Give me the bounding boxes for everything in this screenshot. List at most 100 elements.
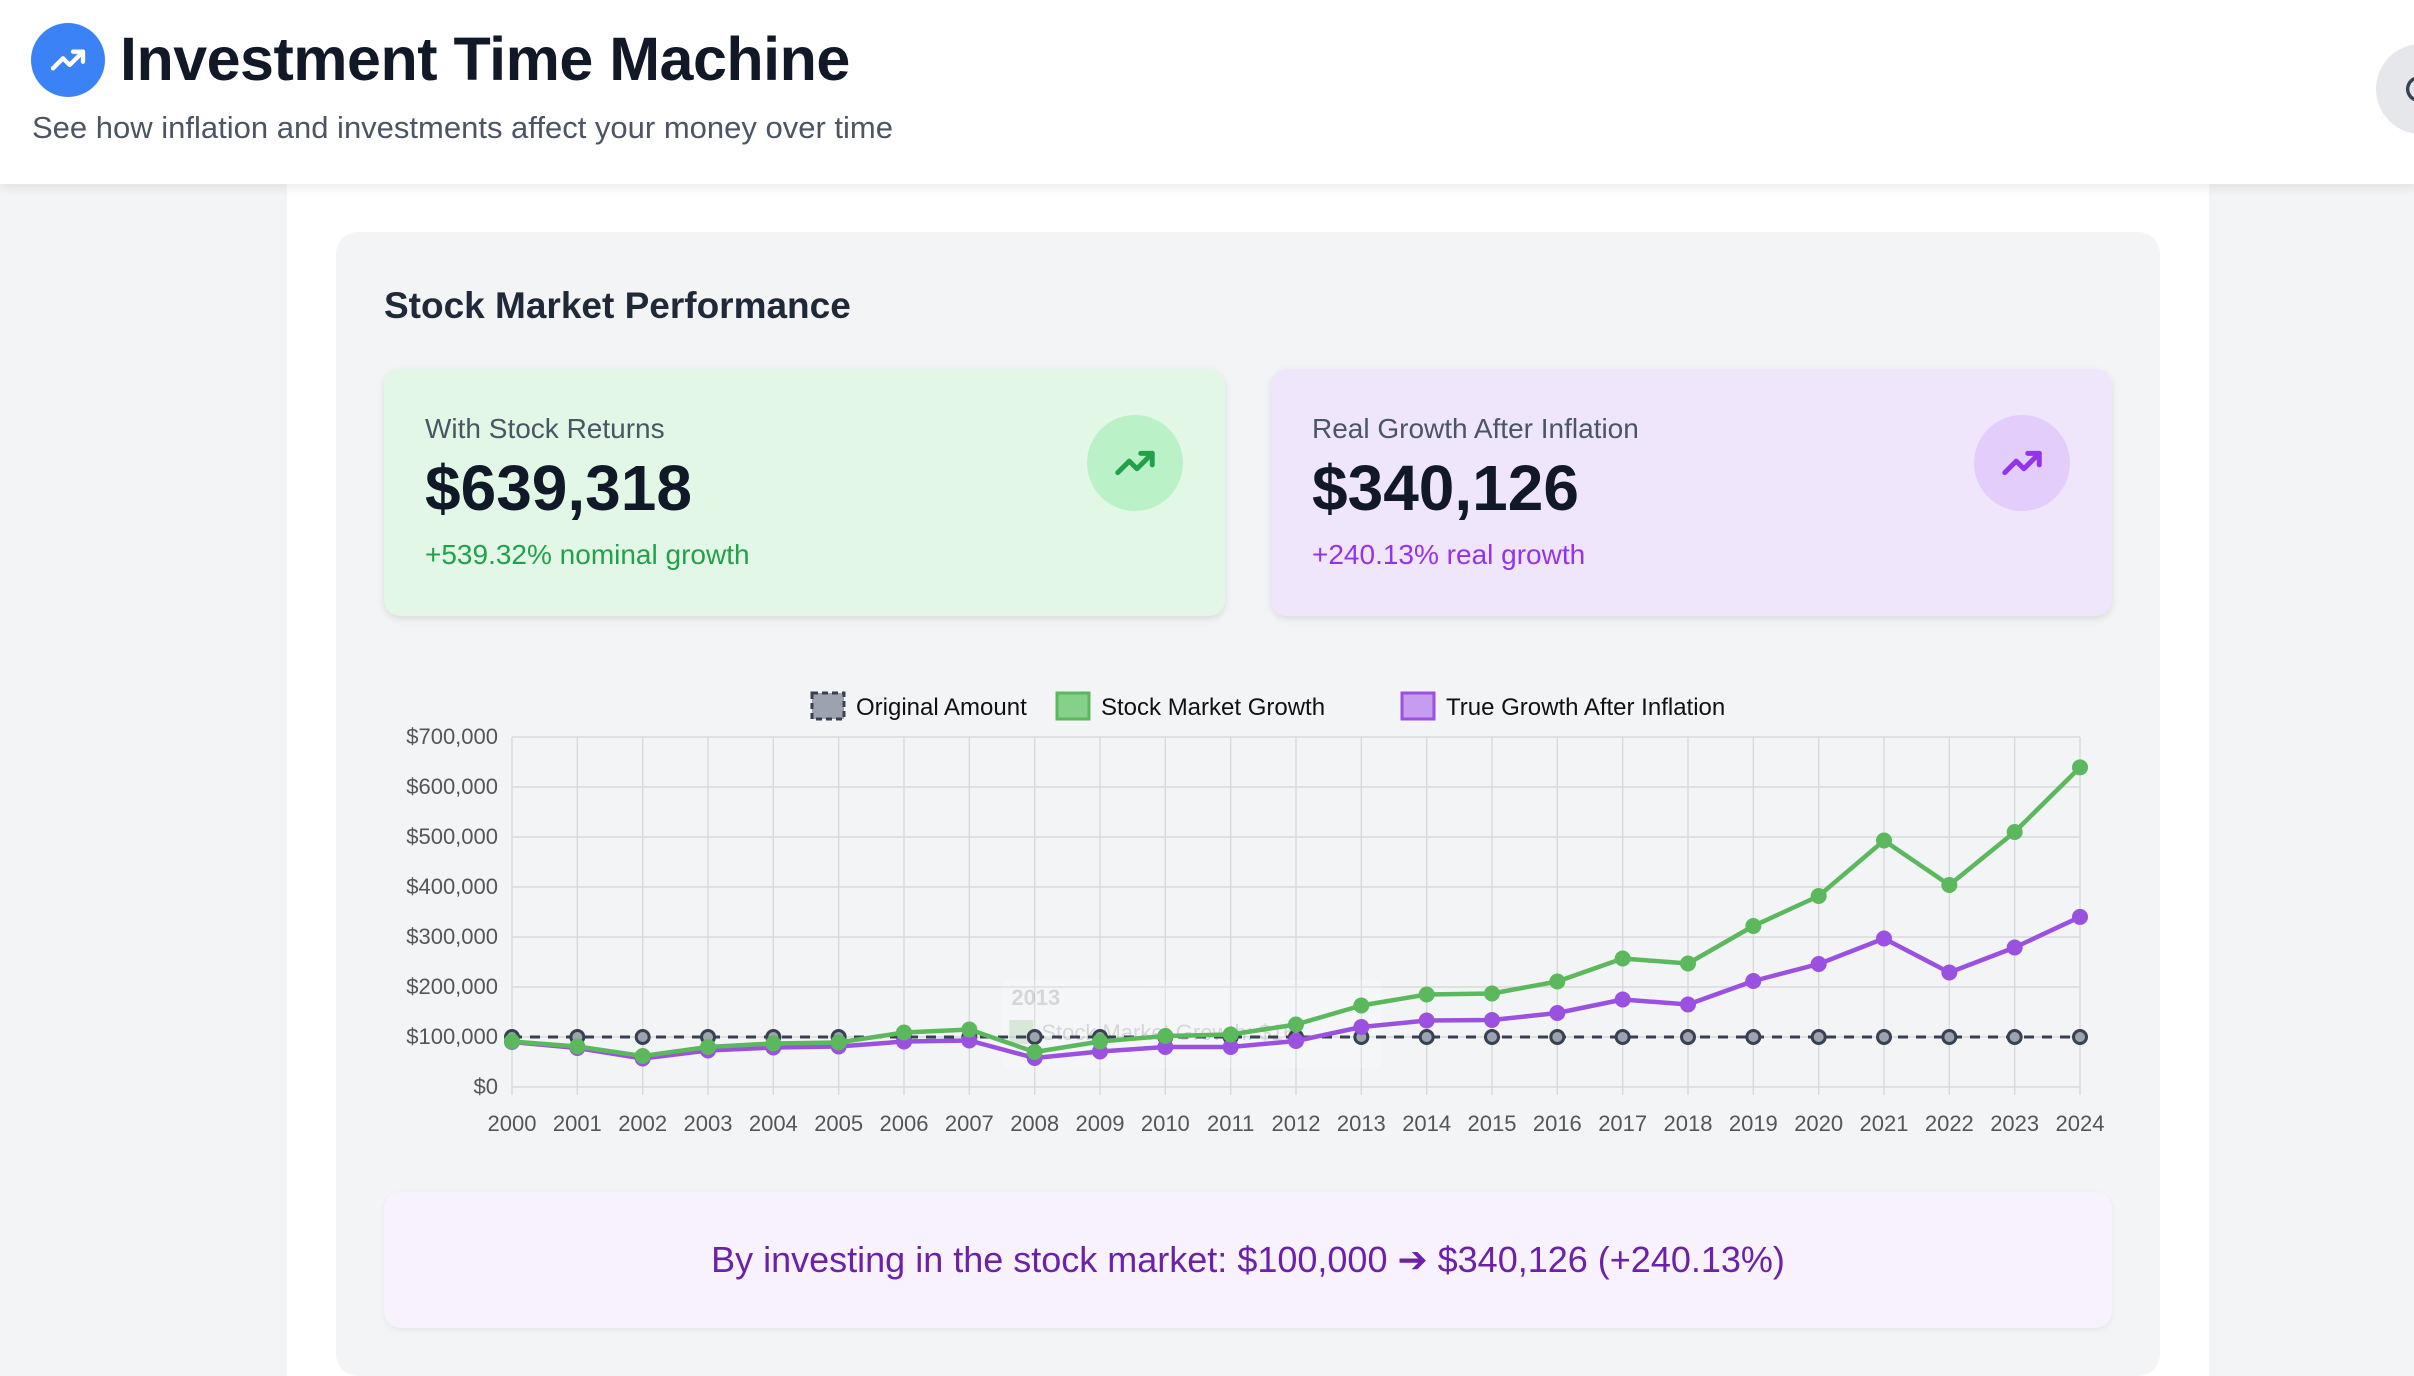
x-tick-label: 2005 [814, 1111, 863, 1136]
x-tick-label: 2019 [1729, 1111, 1778, 1136]
x-tick-label: 2008 [1010, 1111, 1059, 1136]
data-point [1810, 956, 1827, 972]
legend-item[interactable]: Stock Market Growth [1055, 691, 1325, 721]
x-tick-label: 2024 [2056, 1111, 2105, 1136]
real-card-delta: +240.13% real growth [1312, 539, 1586, 570]
trending-up-icon [1087, 415, 1183, 511]
nominal-card-delta: +539.32% nominal growth [425, 539, 750, 570]
legend-item[interactable]: Original Amount [810, 691, 1027, 721]
data-point [1484, 1029, 1500, 1045]
x-tick-label: 2006 [880, 1111, 929, 1136]
x-tick-label: 2001 [553, 1111, 602, 1136]
trending-up-logo-icon [31, 23, 105, 97]
y-tick-label: $600,000 [406, 774, 498, 799]
section-title: Stock Market Performance [384, 285, 851, 326]
data-point [1157, 1028, 1174, 1044]
x-tick-label: 2003 [684, 1111, 733, 1136]
real-card-label: Real Growth After Inflation [1312, 413, 1639, 444]
data-point [1614, 1029, 1631, 1045]
legend-swatch [810, 691, 846, 721]
x-tick-label: 2009 [1076, 1111, 1125, 1136]
data-point [1810, 1029, 1827, 1045]
data-point [961, 1021, 978, 1038]
data-point [1680, 955, 1696, 972]
header-action-button[interactable] [2376, 44, 2414, 134]
y-tick-label: $300,000 [406, 924, 498, 949]
data-point [2072, 759, 2088, 776]
legend-label: Stock Market Growth [1101, 694, 1325, 721]
data-point [1745, 973, 1762, 989]
x-tick-label: 2023 [1990, 1111, 2039, 1136]
x-tick-label: 2017 [1598, 1111, 1647, 1136]
data-point [1484, 985, 1500, 1002]
data-point [1549, 973, 1566, 990]
real-growth-card: Real Growth After Inflation $340,126 +24… [1271, 369, 2112, 616]
real-card-value: $340,126 [1312, 452, 1579, 524]
legend-item[interactable]: True Growth After Inflation [1400, 691, 1725, 721]
x-tick-label: 2007 [945, 1111, 994, 1136]
data-point [1680, 996, 1696, 1013]
data-point [1614, 991, 1631, 1008]
summary-text: By investing in the stock market: $100,0… [711, 1239, 1785, 1280]
data-point [634, 1029, 651, 1045]
data-point [1549, 1029, 1566, 1045]
data-point [1092, 1033, 1108, 1050]
y-tick-label: $500,000 [406, 824, 498, 849]
legend-label: Original Amount [856, 694, 1027, 721]
faded-tooltip-line: Stock Market Growth: $16... [1041, 1020, 1314, 1045]
data-point [1288, 1016, 1304, 1033]
x-tick-label: 2012 [1272, 1111, 1321, 1136]
nominal-card-value: $639,318 [425, 452, 692, 524]
data-point [1026, 1029, 1043, 1045]
legend-label: True Growth After Inflation [1446, 694, 1725, 721]
x-tick-label: 2010 [1141, 1111, 1190, 1136]
data-point [1876, 1029, 1892, 1045]
data-point [2072, 1029, 2088, 1045]
data-point [1876, 832, 1892, 849]
nominal-card-label: With Stock Returns [425, 413, 665, 444]
nominal-growth-card: With Stock Returns $639,318 +539.32% nom… [384, 369, 1225, 616]
data-point [1222, 1026, 1239, 1043]
data-point [1941, 964, 1958, 981]
data-point [1288, 1033, 1304, 1049]
trending-up-icon [1974, 415, 2070, 511]
x-tick-label: 2018 [1664, 1111, 1713, 1136]
data-point [1876, 930, 1892, 947]
y-tick-label: $0 [474, 1074, 498, 1099]
data-point [700, 1039, 716, 1055]
data-point [1614, 950, 1631, 967]
y-tick-label: $700,000 [406, 724, 498, 749]
x-tick-label: 2011 [1207, 1111, 1254, 1136]
refresh-icon [2405, 77, 2414, 102]
x-tick-label: 2016 [1533, 1111, 1582, 1136]
data-point [1484, 1012, 1500, 1028]
data-point [1810, 888, 1827, 904]
y-tick-label: $100,000 [406, 1024, 498, 1049]
app-title: Investment Time Machine [120, 25, 850, 93]
faded-tooltip-title: 2013 [1011, 985, 1060, 1010]
app-subtitle: See how inflation and investments affect… [32, 110, 893, 145]
x-tick-label: 2000 [488, 1111, 537, 1136]
data-point [2006, 939, 2023, 956]
y-tick-label: $400,000 [406, 874, 498, 899]
data-point [1418, 986, 1435, 1003]
data-point [1745, 918, 1762, 934]
data-point [2006, 1029, 2023, 1045]
x-tick-label: 2013 [1337, 1111, 1386, 1136]
x-tick-label: 2020 [1794, 1111, 1843, 1136]
chart-svg: $0 $100,000 $200,000 $300,000 $400,000 $500,0… [406, 691, 2105, 1136]
data-point [2006, 824, 2023, 840]
x-tick-label: 2004 [749, 1111, 798, 1136]
data-point [1418, 1012, 1435, 1029]
data-point [830, 1034, 847, 1051]
growth-line-chart: $0 $100,000 $200,000 $300,000 $400,000 $500,0… [370, 680, 2130, 1150]
data-point [1680, 1029, 1696, 1045]
data-point [1026, 1044, 1043, 1060]
x-tick-label: 2015 [1468, 1111, 1517, 1136]
legend-swatch [1400, 691, 1436, 721]
data-point [1941, 1029, 1958, 1045]
data-point [1941, 877, 1958, 893]
data-point [569, 1038, 586, 1055]
app-header: Investment Time Machine See how inflatio… [0, 0, 2414, 184]
data-point [634, 1048, 651, 1064]
